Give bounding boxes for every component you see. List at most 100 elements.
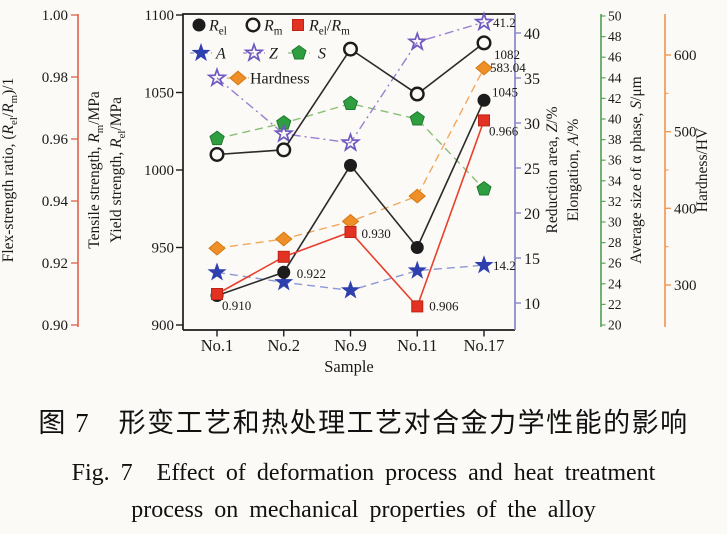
legend-item-Rel: Rel — [192, 18, 227, 38]
marker-square — [411, 300, 424, 313]
axis-label-yield: Yield strength, Rel/MPa — [108, 97, 128, 243]
marker-circle — [477, 93, 491, 107]
tick-mpa: 950 — [152, 241, 175, 257]
tick-s: 30 — [608, 215, 622, 230]
marker-circle — [277, 265, 291, 279]
axis-za: 10 15 20 25 30 35 40 — [515, 26, 540, 313]
axis-label-tensile: Tensile strength, Rm/MPa — [86, 91, 106, 249]
tick-za: 20 — [524, 206, 540, 223]
tick-s: 48 — [608, 29, 622, 44]
annotation-583.04: 583.04 — [490, 60, 526, 75]
tick-x: No.17 — [464, 336, 505, 355]
marker-pentagon — [476, 180, 492, 196]
tick-hv: 400 — [674, 201, 697, 217]
series-Z — [206, 11, 495, 152]
axis-mpa: 900 950 1000 1050 1100 — [144, 8, 183, 334]
tick-s: 42 — [608, 91, 622, 106]
marker-circle — [192, 18, 206, 32]
tick-za: 10 — [524, 296, 540, 313]
series-A — [207, 255, 494, 299]
legend-label-Hardness: Hardness — [250, 71, 310, 88]
tick-mpa: 1050 — [144, 86, 174, 102]
marker-diamond — [408, 188, 427, 204]
tick-s: 44 — [608, 70, 622, 85]
tick-s: 24 — [608, 276, 622, 291]
caption-chinese: 图 7 形变工艺和热处理工艺对合金力学性能的影响 — [38, 408, 689, 438]
legend-label-S: S — [318, 46, 326, 63]
marker-star — [474, 255, 494, 274]
series-Rm — [209, 35, 492, 162]
marker-square — [478, 114, 490, 127]
tick-za: 40 — [524, 26, 540, 43]
tick-za: 15 — [524, 251, 540, 268]
marker-square — [211, 288, 223, 300]
tick-s: 40 — [608, 112, 622, 127]
tick-s: 38 — [608, 132, 622, 147]
legend-item-Hardness: Hardness — [227, 71, 310, 88]
axis-ratio: 0.90 0.92 0.94 0.96 0.98 1.00 — [42, 8, 79, 334]
marker-star — [191, 42, 211, 62]
tick-s: 22 — [608, 297, 622, 312]
tick-x: No.11 — [397, 336, 437, 355]
axis-label-elongation: Elongation, A/% — [565, 119, 582, 222]
marker-star-open — [339, 131, 362, 152]
annotation-0.910: 0.910 — [222, 298, 251, 313]
legend-item-Rm: Rm — [245, 17, 283, 38]
axis-label-ratio: Flex-strength ratio, (Rel/Rm)/1 — [0, 78, 20, 263]
legend-label-Rm: Rm — [263, 18, 283, 38]
tick-mpa: 1100 — [145, 8, 174, 24]
tick-ratio: 0.90 — [42, 318, 68, 334]
legend-label-RelRm: Rel/Rm — [308, 18, 350, 38]
marker-pentagon — [291, 44, 307, 60]
marker-pentagon — [276, 115, 292, 130]
series-line — [216, 21, 485, 144]
marker-diamond — [475, 60, 493, 76]
annotation-0.906: 0.906 — [429, 298, 459, 313]
tick-hv: 500 — [674, 125, 697, 141]
tick-za: 30 — [524, 116, 540, 133]
legend-label-Z: Z — [269, 46, 279, 63]
marker-circle-open — [245, 17, 261, 33]
annotations: 0.910 0.922 0.930 0.906 0.966 1082 1045 583.04 4… — [222, 15, 526, 313]
tick-za: 35 — [524, 71, 540, 88]
legend-item-Z: Z — [243, 41, 279, 63]
marker-star — [407, 260, 427, 279]
tick-s: 28 — [608, 235, 622, 250]
marker-star-open — [473, 11, 495, 32]
marker-diamond — [208, 240, 226, 256]
legend-item-RelRm: Rel/Rm — [292, 18, 350, 38]
chart: 0.90 0.92 0.94 0.96 0.98 1.00 Flex-strength ra… — [0, 8, 711, 376]
marker-star — [274, 272, 294, 291]
marker-star — [207, 262, 227, 281]
axis-label-alpha-size: Average size of α phase, S/μm — [628, 76, 645, 263]
marker-star-open — [273, 122, 295, 143]
legend: Rel Rm Rel/Rm A Z S Hardness — [190, 18, 350, 88]
tick-s: 46 — [608, 50, 622, 65]
axis-x: No.1 No.2 No.9 No.11 No.17 Sample — [201, 330, 505, 376]
tick-mpa: 900 — [152, 318, 175, 334]
tick-x: No.2 — [267, 336, 300, 355]
marker-square — [292, 19, 304, 31]
tick-s: 26 — [608, 256, 622, 271]
tick-ratio: 0.96 — [42, 132, 69, 148]
marker-star-open — [406, 30, 428, 52]
axis-s: 20 22 24 26 28 30 32 34 36 38 40 42 44 46 48 50 — [600, 9, 622, 333]
tick-s: 50 — [608, 9, 622, 24]
series-S — [209, 95, 492, 196]
marker-square — [344, 226, 357, 238]
tick-s: 32 — [608, 194, 622, 209]
annotation-0.930: 0.930 — [362, 226, 391, 241]
annotation-41.2: 41.2 — [493, 15, 516, 30]
tick-mpa: 1000 — [144, 163, 174, 179]
series-Hardness — [208, 60, 493, 256]
marker-circle-open — [476, 35, 492, 51]
marker-circle-open — [409, 86, 425, 102]
tick-ratio: 0.92 — [42, 256, 68, 272]
tick-s: 34 — [608, 173, 622, 188]
series-RelRm — [211, 114, 490, 313]
tick-ratio: 0.98 — [42, 70, 68, 86]
x-axis-title: Sample — [324, 357, 374, 376]
annotation-14.2: 14.2 — [493, 258, 516, 273]
plot-frame — [182, 13, 516, 331]
